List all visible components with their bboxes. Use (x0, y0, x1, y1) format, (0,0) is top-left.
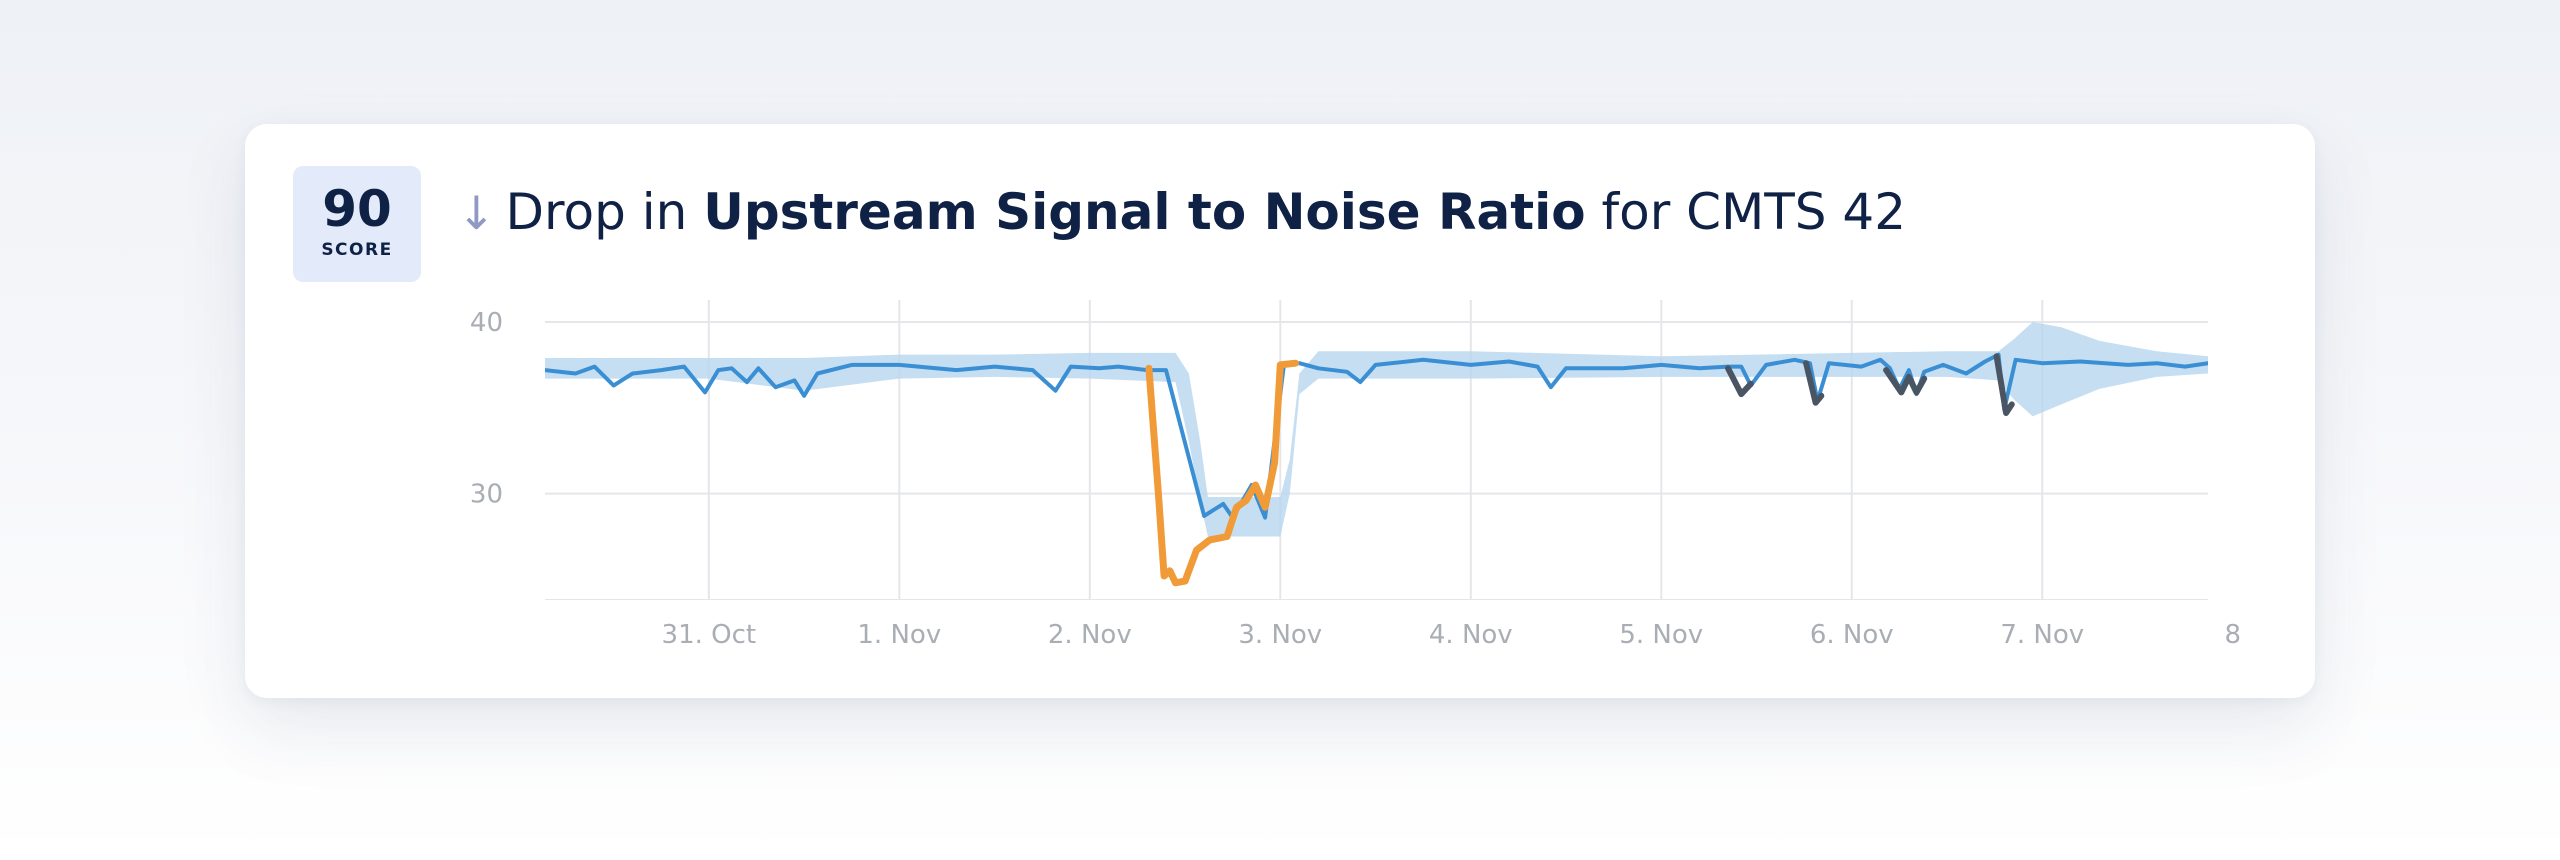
score-value: 90 (322, 180, 392, 238)
x-tick-label: 5. Nov (1619, 620, 1703, 650)
x-tick-label: 4. Nov (1429, 620, 1513, 650)
anomaly-card: 90 SCORE ↓ Drop in Upstream Signal to Noi… (245, 124, 2315, 698)
snr-series-line (545, 352, 2208, 520)
y-tick-label: 40 (470, 308, 503, 338)
snr-chart: 40 30 31. Oct 1. Nov 2. Nov 3. Nov 4. Nov 5. No… (470, 300, 2241, 650)
x-tick-label: 31. Oct (662, 620, 757, 650)
score-label: SCORE (321, 240, 393, 260)
anomaly-segment (1725, 365, 1754, 398)
anomaly-title: ↓ Drop in Upstream Signal to Noise Ratio … (457, 180, 1906, 245)
title-prefix: Drop in (505, 183, 688, 241)
anomaly-segment (1803, 360, 1825, 406)
score-badge: 90 SCORE (293, 166, 421, 282)
x-tick-label: 8 (2224, 620, 2241, 650)
anomaly-segment (1145, 359, 1299, 587)
x-tick-label: 6. Nov (1810, 620, 1894, 650)
x-tick-label: 1. Nov (857, 620, 941, 650)
expected-range-band (545, 322, 2208, 537)
x-tick-label: 2. Nov (1048, 620, 1132, 650)
anomaly-segment (1883, 367, 1928, 396)
anomaly-segment (1993, 353, 2015, 416)
metric-name: Upstream Signal to Noise Ratio (703, 183, 1586, 241)
y-tick-label: 30 (470, 480, 503, 510)
arrow-down-icon: ↓ (457, 186, 496, 240)
plot-area (545, 300, 2208, 600)
x-tick-label: 3. Nov (1238, 620, 1322, 650)
x-tick-label: 7. Nov (2000, 620, 2084, 650)
title-suffix: for CMTS 42 (1601, 183, 1907, 241)
